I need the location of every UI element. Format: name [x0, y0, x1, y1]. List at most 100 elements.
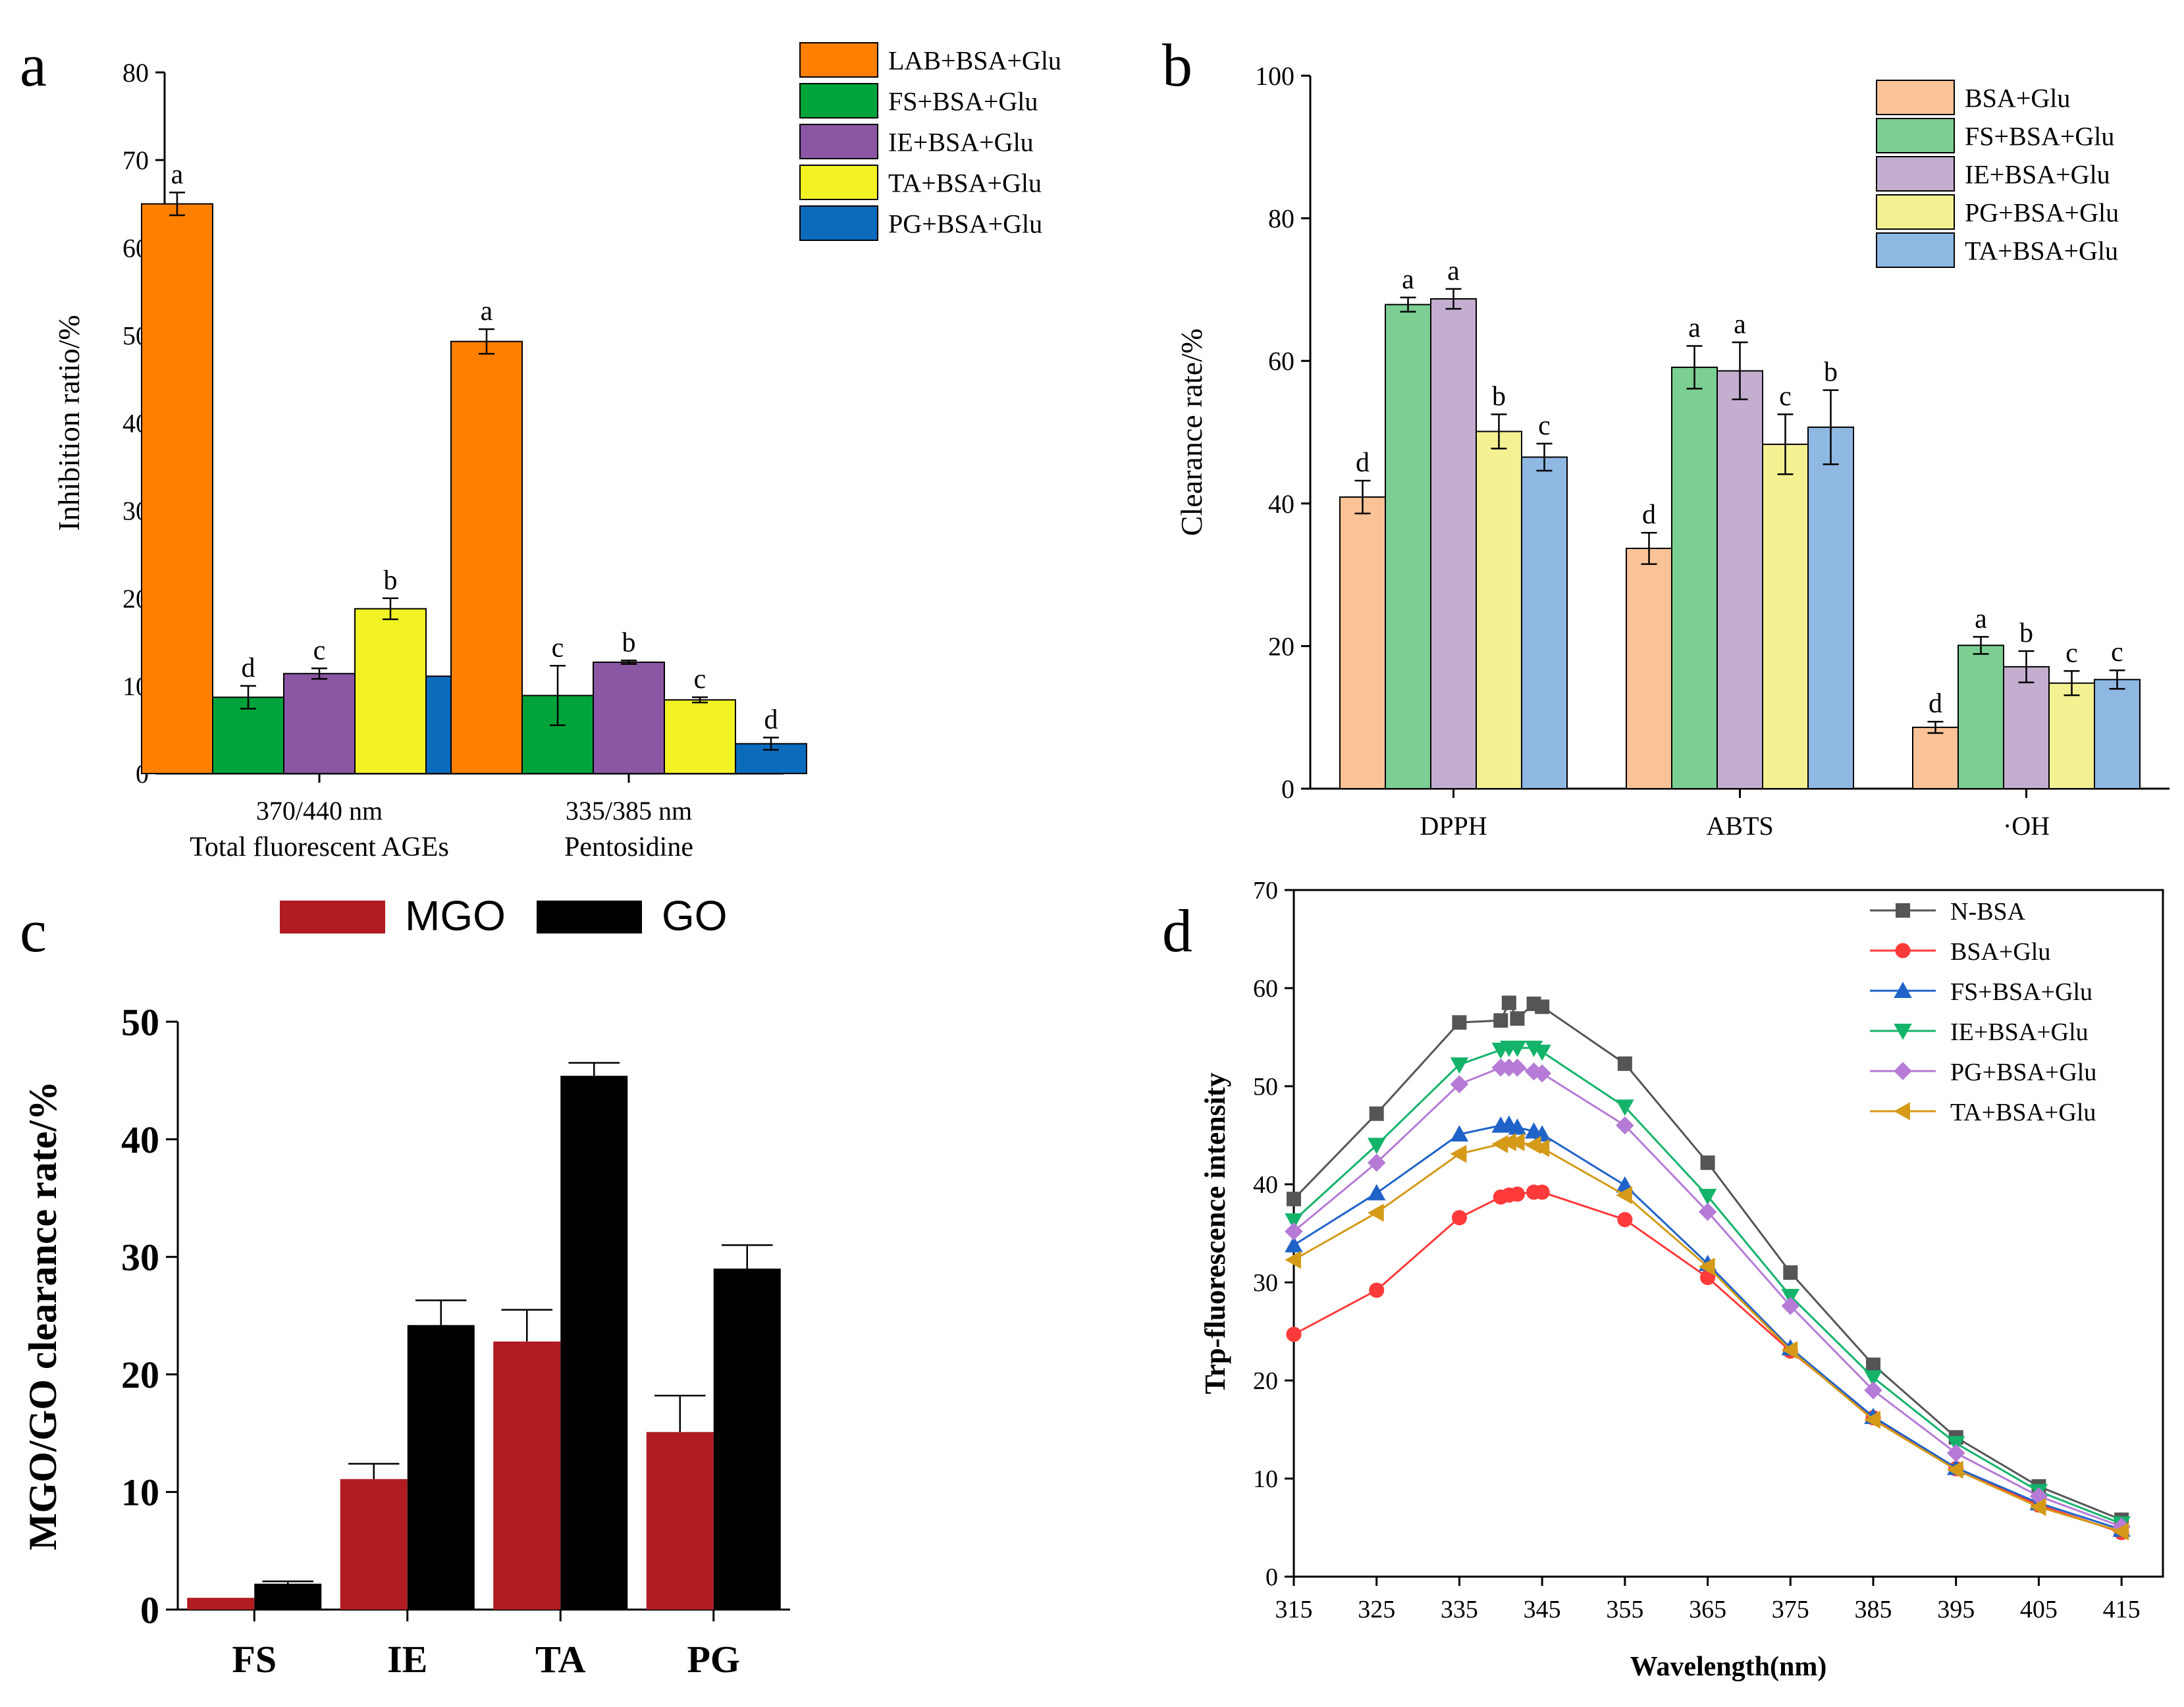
legend-marker: [1894, 1062, 1912, 1080]
data-point: [1509, 1186, 1525, 1202]
significance-letter: c: [552, 633, 564, 663]
data-point: [1501, 995, 1516, 1011]
x-tick-label: ABTS: [1706, 811, 1773, 841]
data-point: [1367, 1138, 1386, 1155]
legend-label: N-BSA: [1950, 898, 2026, 926]
legend-marker: [1894, 1102, 1910, 1120]
data-point: [1533, 1064, 1551, 1083]
x-tick-label: 385: [1855, 1596, 1892, 1623]
legend-marker: [1894, 982, 1912, 998]
y-tick-label: 20: [1253, 1367, 1278, 1395]
panel-d: d 0 10 20 30 40 50 60 70 315 325 335 345 355 365 375 385…: [1162, 877, 2164, 1682]
bar: [1958, 644, 2004, 790]
x-tick-label: 325: [1358, 1596, 1395, 1623]
bar: [713, 1269, 781, 1610]
legend-swatch: [799, 205, 878, 241]
significance-letter: a: [1402, 265, 1414, 295]
bar: [254, 1583, 322, 1610]
legend-label: FS+BSA+Glu: [888, 87, 1038, 117]
bar: [1717, 370, 1763, 789]
data-point: [1866, 1357, 1880, 1373]
significance-letter: d: [1642, 500, 1656, 530]
x-axis-title: Wavelength(nm): [1630, 1652, 1827, 1682]
bar: [141, 203, 213, 774]
y-tick-label: 30: [121, 1236, 159, 1279]
legend-swatch: [280, 901, 385, 933]
y-tick-label: 70: [1253, 877, 1278, 905]
legend-label: IE+BSA+Glu: [1965, 160, 2110, 190]
data-point: [2112, 1522, 2129, 1541]
data-point: [1367, 1153, 1386, 1172]
data-point: [1508, 1118, 1527, 1135]
y-tick-label: 50: [121, 1001, 159, 1043]
y-tick-label: 40: [1268, 489, 1294, 519]
legend-label: LAB+BSA+Glu: [888, 46, 1061, 76]
data-point: [1367, 1203, 1384, 1222]
x-tick-label: 335/385 nm: [566, 796, 692, 826]
bar: [1430, 298, 1477, 789]
significance-letter: c: [313, 635, 326, 666]
data-point: [1369, 1282, 1385, 1298]
data-point: [1451, 1210, 1467, 1226]
bar: [2094, 679, 2141, 790]
y-tick-label: 80: [122, 58, 149, 88]
x-tick-label: TA: [535, 1638, 585, 1681]
data-point: [1698, 1202, 1717, 1221]
bar: [1521, 456, 1568, 790]
bar: [664, 699, 736, 775]
data-point: [1285, 1213, 1303, 1230]
data-point: [1493, 1013, 1508, 1028]
y-axis-title: Trp-fluorescence intensity: [1199, 1072, 1231, 1394]
bar: [1476, 431, 1522, 789]
significance-letter: a: [1447, 256, 1460, 286]
data-point: [1450, 1057, 1469, 1074]
x-tick-label: Total fluorescent AGEs: [190, 832, 449, 862]
significance-letter: b: [1824, 357, 1838, 388]
legend-swatch: [1876, 80, 1955, 115]
data-point: [1285, 1250, 1301, 1269]
data-point: [1491, 1135, 1508, 1153]
data-point: [1864, 1370, 1882, 1387]
legend-swatch: [799, 165, 878, 200]
data-point: [1452, 1015, 1467, 1030]
bar: [1912, 726, 1959, 790]
legend-label: BSA+Glu: [1965, 84, 2070, 113]
series-line: [1293, 1191, 2122, 1534]
significance-letter: d: [1929, 689, 1942, 719]
data-point: [1450, 1145, 1467, 1163]
significance-letter: b: [384, 565, 398, 596]
x-tick-label: 415: [2103, 1596, 2141, 1623]
y-tick-label: 70: [122, 145, 149, 175]
panel-label: d: [1162, 897, 1192, 964]
y-tick-label: 0: [140, 1589, 159, 1631]
legend-label: TA+BSA+Glu: [1965, 236, 2118, 266]
y-tick-label: 100: [1255, 61, 1294, 91]
x-tick-label: Pentosidine: [564, 832, 693, 862]
bar: [283, 673, 356, 774]
data-point: [1369, 1106, 1384, 1121]
legend-swatch: [799, 42, 878, 78]
legend-label: IE+BSA+Glu: [888, 128, 1034, 157]
significance-letter: b: [1492, 381, 1506, 411]
y-tick-label: 60: [1253, 975, 1278, 1003]
x-tick-label: DPPH: [1420, 811, 1487, 841]
x-tick-label: 365: [1689, 1596, 1726, 1623]
significance-letter: a: [1734, 309, 1746, 340]
x-tick-label: IE: [387, 1638, 427, 1681]
legend-label: PG+BSA+Glu: [1965, 198, 2119, 228]
series-line: [1293, 1066, 2122, 1528]
bar: [1339, 496, 1386, 789]
data-point: [1616, 1099, 1634, 1116]
y-tick-label: 40: [121, 1118, 159, 1161]
legend-label: IE+BSA+Glu: [1950, 1018, 2089, 1046]
legend-swatch: [799, 124, 878, 159]
data-point: [1700, 1155, 1715, 1170]
bar: [1762, 443, 1809, 789]
panel-b: b 0 20 40 60 80 100 Clearance rate/% DPPH d a a b c AB…: [1162, 32, 2170, 841]
bar: [354, 608, 427, 774]
legend-swatch: [1876, 194, 1955, 230]
data-point: [2029, 1498, 2046, 1516]
significance-letter: c: [2111, 637, 2123, 668]
significance-letter: c: [694, 664, 706, 695]
data-point: [1508, 1133, 1525, 1151]
